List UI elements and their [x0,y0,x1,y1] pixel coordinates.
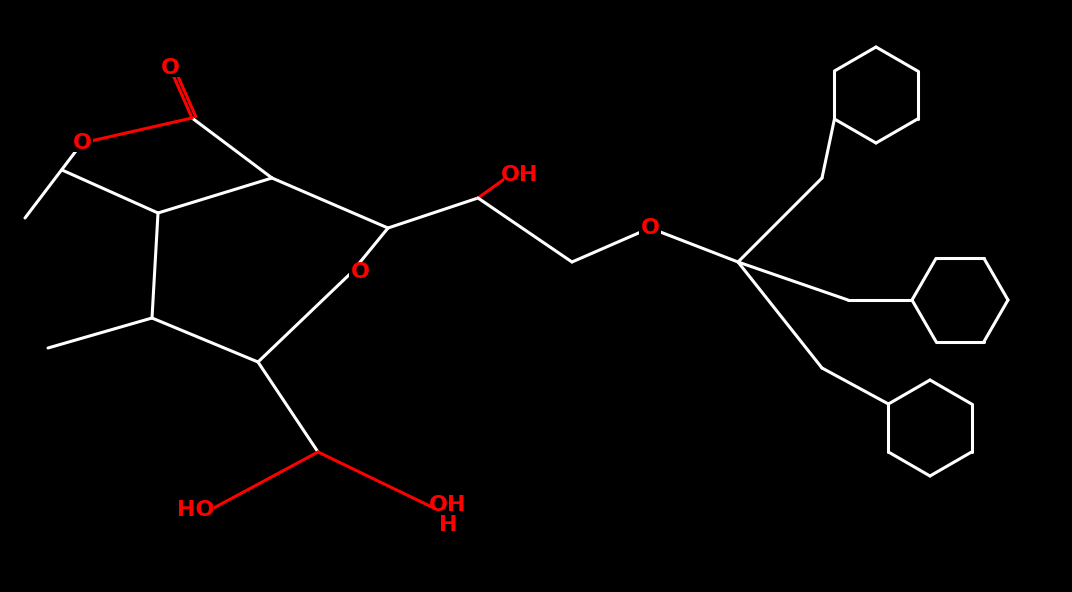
Text: O: O [161,58,179,78]
Bar [71,134,93,152]
Text: O: O [73,133,91,153]
Bar [159,59,181,77]
Text: OH: OH [429,495,466,515]
Text: OH: OH [502,165,539,185]
Bar [504,166,536,184]
Bar [639,219,661,237]
Text: O: O [640,218,659,238]
Text: H: H [438,515,458,535]
Bar [178,501,214,519]
Bar [349,263,371,281]
Bar [434,501,462,519]
Text: HO: HO [177,500,214,520]
Text: O: O [351,262,370,282]
